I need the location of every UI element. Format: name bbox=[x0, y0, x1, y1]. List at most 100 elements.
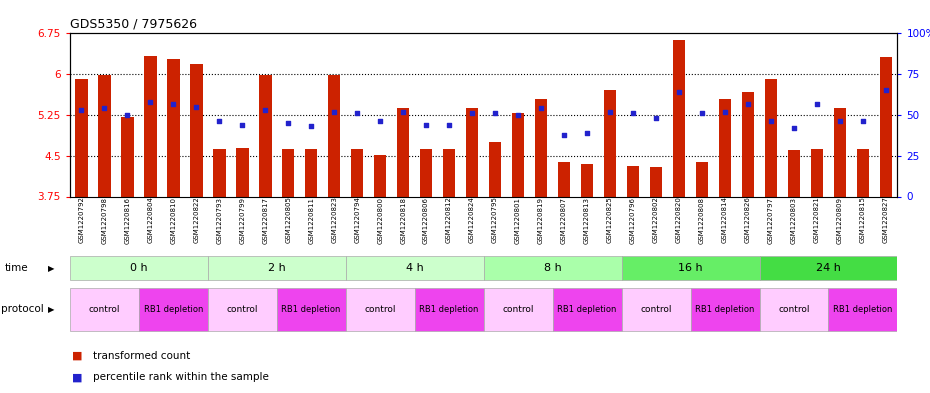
Point bbox=[418, 121, 433, 128]
Bar bbox=[621, 256, 760, 281]
Text: ■: ■ bbox=[72, 372, 82, 382]
Point bbox=[856, 118, 870, 125]
Bar bbox=[374, 154, 387, 196]
Bar bbox=[484, 288, 552, 331]
Point bbox=[557, 131, 572, 138]
Text: control: control bbox=[226, 305, 258, 314]
Text: percentile rank within the sample: percentile rank within the sample bbox=[93, 372, 269, 382]
Point bbox=[695, 110, 710, 116]
Point bbox=[166, 100, 180, 107]
Text: ▶: ▶ bbox=[48, 264, 55, 272]
Bar bbox=[558, 162, 570, 196]
Text: RB1 depletion: RB1 depletion bbox=[557, 305, 617, 314]
Bar bbox=[346, 288, 415, 331]
Text: protocol: protocol bbox=[1, 304, 44, 314]
Point bbox=[718, 108, 733, 115]
Bar bbox=[98, 75, 111, 196]
Point bbox=[326, 108, 341, 115]
Bar bbox=[484, 256, 621, 281]
Text: RB1 depletion: RB1 depletion bbox=[696, 305, 755, 314]
Point bbox=[740, 100, 755, 107]
Text: RB1 depletion: RB1 depletion bbox=[143, 305, 203, 314]
Text: ▶: ▶ bbox=[48, 305, 55, 314]
Bar bbox=[259, 75, 272, 196]
Point bbox=[648, 115, 663, 121]
Bar bbox=[207, 256, 346, 281]
Bar bbox=[305, 149, 317, 196]
Point bbox=[579, 130, 594, 136]
Point bbox=[281, 120, 296, 126]
Bar bbox=[489, 142, 501, 196]
Bar bbox=[604, 90, 617, 196]
Point bbox=[212, 118, 227, 125]
Point bbox=[832, 118, 847, 125]
Point bbox=[787, 125, 802, 131]
Point bbox=[304, 123, 319, 130]
Point bbox=[534, 105, 549, 112]
Bar bbox=[627, 166, 639, 196]
Bar bbox=[144, 56, 156, 196]
Text: RB1 depletion: RB1 depletion bbox=[282, 305, 341, 314]
Bar bbox=[236, 147, 248, 196]
Bar bbox=[443, 149, 456, 196]
Point bbox=[442, 121, 457, 128]
Point bbox=[189, 104, 204, 110]
Bar bbox=[580, 164, 593, 196]
Point bbox=[764, 118, 778, 125]
Bar bbox=[760, 288, 829, 331]
Bar bbox=[833, 108, 846, 196]
Bar bbox=[70, 256, 207, 281]
Text: 2 h: 2 h bbox=[268, 263, 286, 273]
Bar bbox=[552, 288, 621, 331]
Bar bbox=[328, 75, 340, 196]
Bar bbox=[621, 288, 690, 331]
Bar bbox=[351, 149, 364, 196]
Bar bbox=[690, 288, 760, 331]
Text: RB1 depletion: RB1 depletion bbox=[419, 305, 479, 314]
Point bbox=[120, 112, 135, 118]
Point bbox=[511, 112, 525, 118]
Point bbox=[671, 89, 686, 95]
Bar bbox=[419, 149, 432, 196]
Bar bbox=[282, 149, 295, 196]
Bar bbox=[121, 117, 134, 196]
Text: ■: ■ bbox=[72, 351, 82, 361]
Bar bbox=[213, 149, 225, 196]
Bar bbox=[672, 40, 685, 196]
Point bbox=[73, 107, 88, 113]
Bar bbox=[75, 79, 87, 196]
Bar bbox=[650, 167, 662, 196]
Point bbox=[350, 110, 365, 116]
Text: control: control bbox=[502, 305, 534, 314]
Bar bbox=[397, 108, 409, 196]
Bar bbox=[788, 150, 801, 196]
Point bbox=[626, 110, 641, 116]
Point bbox=[879, 87, 894, 94]
Bar bbox=[190, 64, 203, 196]
Point bbox=[258, 107, 272, 113]
Point bbox=[603, 108, 618, 115]
Text: time: time bbox=[5, 263, 28, 273]
Bar bbox=[346, 256, 484, 281]
Text: 0 h: 0 h bbox=[130, 263, 148, 273]
Point bbox=[487, 110, 502, 116]
Bar bbox=[742, 92, 754, 196]
Bar bbox=[811, 149, 823, 196]
Text: GDS5350 / 7975626: GDS5350 / 7975626 bbox=[70, 18, 197, 31]
Text: RB1 depletion: RB1 depletion bbox=[833, 305, 893, 314]
Text: control: control bbox=[778, 305, 810, 314]
Bar bbox=[166, 59, 179, 196]
Bar bbox=[829, 288, 897, 331]
Point bbox=[143, 99, 158, 105]
Point bbox=[809, 100, 824, 107]
Bar bbox=[764, 79, 777, 196]
Text: 24 h: 24 h bbox=[816, 263, 841, 273]
Bar bbox=[535, 99, 548, 196]
Bar bbox=[415, 288, 484, 331]
Text: control: control bbox=[88, 305, 120, 314]
Bar bbox=[760, 256, 897, 281]
Point bbox=[465, 110, 480, 116]
Bar bbox=[857, 149, 870, 196]
Bar bbox=[880, 57, 892, 196]
Bar bbox=[139, 288, 207, 331]
